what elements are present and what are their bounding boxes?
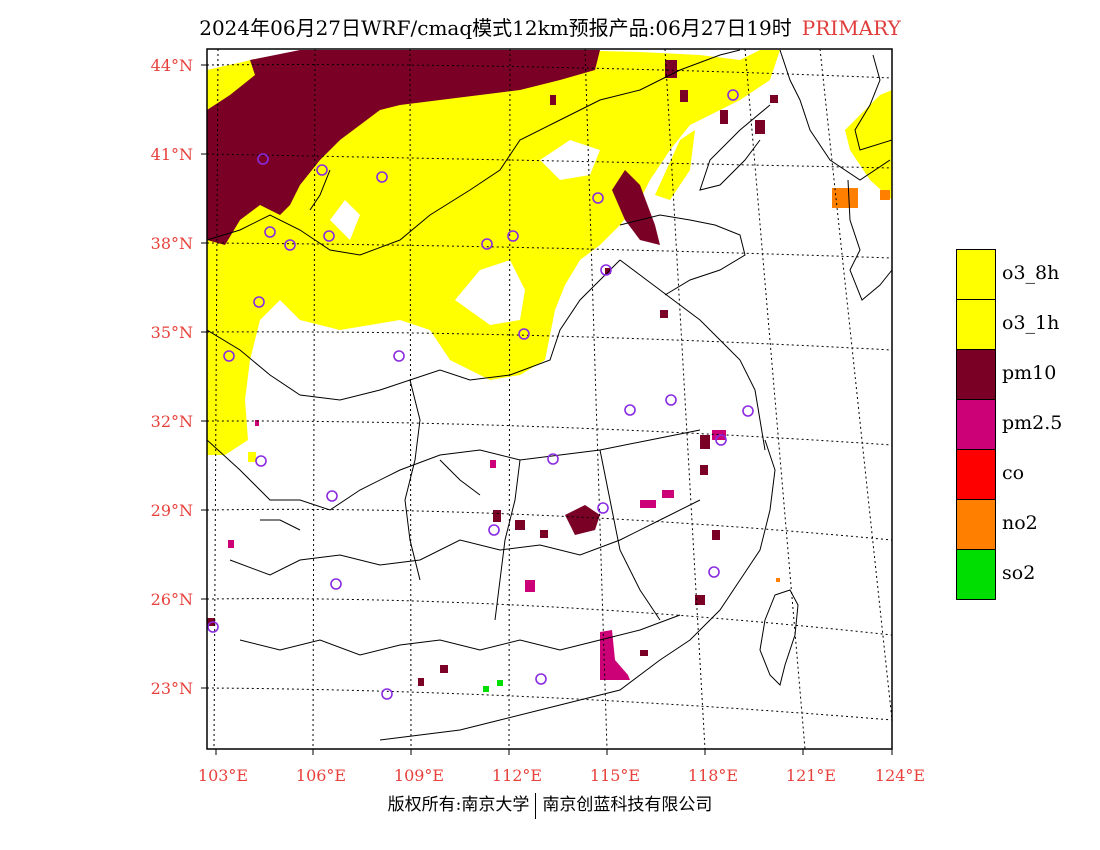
lat-label-35n: 35°N: [151, 323, 193, 342]
o3-region-east: [845, 90, 892, 200]
lon-label-124e: 124°E: [875, 766, 925, 785]
boundaries: [207, 49, 892, 741]
legend-swatch-pm10: [956, 349, 996, 400]
legend-label-o3-8h: o3_8h: [1002, 262, 1060, 284]
legend-label-no2: no2: [1002, 512, 1038, 534]
title-tag: PRIMARY: [801, 16, 901, 40]
title-main: 2024年06月27日WRF/cmaq模式12km预报产品:06月27日19时: [199, 16, 792, 40]
lon-label-106e: 106°E: [296, 766, 346, 785]
legend-swatch-co: [956, 449, 996, 500]
lat-label-29n: 29°N: [151, 501, 193, 520]
legend-swatch-no2: [956, 499, 996, 550]
lat-label-32n: 32°N: [151, 412, 193, 431]
latitude-labels: 44°N 41°N 38°N 35°N 32°N 29°N 26°N 23°N: [151, 56, 193, 698]
legend-label-o3-1h: o3_1h: [1002, 312, 1060, 334]
lon-label-121e: 121°E: [786, 766, 836, 785]
clean-hole-3: [330, 200, 360, 240]
longitude-labels: 103°E 106°E 109°E 112°E 115°E 118°E 121°…: [198, 766, 925, 785]
lon-label-118e: 118°E: [688, 766, 738, 785]
footer-separator: [535, 792, 537, 819]
copyright-left: 版权所有:南京大学: [387, 795, 530, 815]
lat-label-38n: 38°N: [151, 234, 193, 253]
legend-swatch-so2: [956, 549, 996, 600]
legend-swatch-o3-1h: [956, 299, 996, 350]
axis-ticks: [201, 64, 893, 755]
pm25-region: [600, 630, 630, 680]
legend-label-so2: so2: [1002, 562, 1036, 584]
clean-hole-1: [455, 260, 525, 325]
lon-label-109e: 109°E: [394, 766, 444, 785]
o3-region-ne: [655, 130, 695, 200]
lat-label-44n: 44°N: [151, 56, 193, 75]
copyright-footer: 版权所有:南京大学 南京创蓝科技有限公司: [0, 790, 1100, 819]
map-content: [207, 49, 892, 749]
pm10-patch-central: [565, 505, 600, 535]
legend-label-pm10: pm10: [1002, 362, 1057, 384]
lon-label-103e: 103°E: [198, 766, 248, 785]
legend-label-co: co: [1002, 462, 1025, 484]
map-title: 2024年06月27日WRF/cmaq模式12km预报产品:06月27日19时 P…: [0, 12, 1100, 41]
lon-label-112e: 112°E: [492, 766, 542, 785]
pm10-region: [207, 50, 600, 245]
map-frame: [206, 48, 893, 750]
lat-label-26n: 26°N: [151, 590, 193, 609]
legend-swatch-pm25: [956, 399, 996, 450]
legend-label-pm25: pm2.5: [1002, 412, 1063, 434]
pm10-patch-beijing: [612, 170, 660, 245]
lat-label-41n: 41°N: [151, 145, 193, 164]
clean-hole-2: [540, 140, 600, 180]
graticule: [207, 49, 892, 749]
legend-swatch-o3-8h: [956, 249, 996, 300]
lat-label-23n: 23°N: [151, 679, 193, 698]
stations: [207, 89, 754, 700]
o3-region: [207, 50, 780, 455]
copyright-right: 南京创蓝科技有限公司: [542, 795, 713, 815]
lon-label-115e: 115°E: [590, 766, 640, 785]
